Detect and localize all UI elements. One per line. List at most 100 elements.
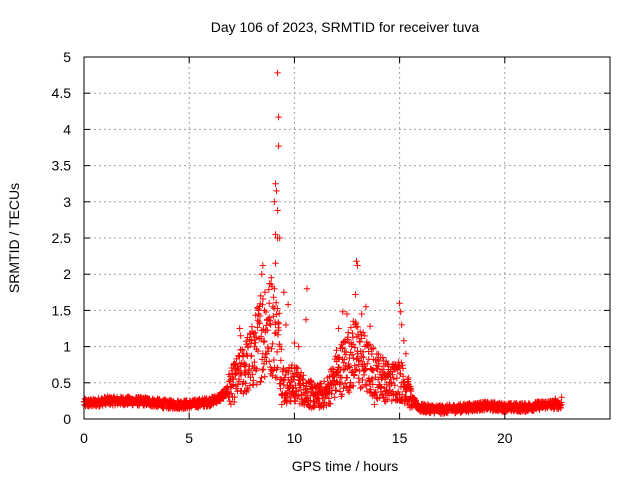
data-point (273, 374, 281, 381)
axis-ticks: 0 0.5 1 1.5 2 2.5 3 3.5 4 4.5 5 0 5 10 15 20 (52, 49, 610, 446)
data-point (269, 372, 276, 379)
data-point (352, 291, 359, 298)
data-point (316, 383, 323, 390)
data-point (264, 327, 271, 334)
data-point (268, 367, 275, 375)
data-point (266, 314, 273, 321)
data-point (401, 378, 408, 386)
data-point (274, 305, 281, 312)
data-point (269, 367, 277, 374)
data-point (400, 337, 407, 344)
data-point (349, 368, 356, 375)
data-point (322, 394, 330, 401)
data-point (282, 321, 290, 329)
data-point (339, 308, 346, 315)
data-point (263, 322, 270, 329)
data-markers (80, 69, 565, 417)
y-tick-label: 3.5 (52, 158, 72, 174)
data-point (345, 329, 352, 336)
data-point (370, 345, 377, 352)
data-point (347, 379, 354, 386)
data-point (361, 332, 368, 340)
data-point (379, 354, 386, 361)
data-point (346, 364, 354, 371)
data-point (552, 395, 559, 402)
grid (84, 57, 610, 419)
data-point (239, 346, 246, 353)
data-point (531, 401, 538, 408)
data-point (292, 382, 299, 389)
data-point (399, 365, 407, 372)
data-point (275, 142, 282, 150)
data-point (274, 364, 281, 371)
data-point (395, 388, 402, 396)
data-point (354, 323, 361, 331)
data-point (388, 397, 395, 405)
data-point (251, 358, 258, 366)
data-point (333, 358, 340, 365)
data-point (335, 354, 342, 362)
data-point (507, 407, 515, 414)
data-point (353, 356, 360, 363)
data-point (289, 370, 296, 377)
data-point (226, 397, 233, 405)
data-point (364, 360, 371, 367)
data-point (249, 328, 256, 335)
data-point (330, 366, 337, 373)
data-point (359, 376, 366, 384)
data-point (262, 308, 270, 316)
data-point (237, 332, 244, 339)
data-point (369, 381, 376, 388)
data-point (345, 363, 353, 370)
data-point (250, 377, 257, 384)
y-tick-label: 4 (63, 121, 71, 137)
data-point (365, 342, 372, 349)
data-point (558, 394, 565, 401)
data-point (260, 366, 267, 373)
data-point (288, 378, 295, 385)
data-point (355, 378, 363, 386)
data-point (383, 357, 390, 365)
data-point (357, 357, 365, 365)
data-point (354, 262, 361, 269)
data-point (367, 376, 375, 384)
data-point (252, 339, 259, 346)
data-point (373, 356, 381, 363)
x-tick-label: 10 (287, 430, 303, 446)
x-axis-label: GPS time / hours (292, 458, 399, 474)
y-tick-label: 2 (63, 266, 71, 282)
data-point (229, 374, 236, 382)
data-point (275, 327, 282, 334)
data-point (268, 274, 275, 281)
data-point (242, 371, 249, 378)
data-point (324, 388, 332, 396)
data-point (251, 343, 258, 350)
data-point (351, 362, 358, 369)
data-point (242, 380, 249, 387)
data-point (270, 294, 277, 301)
data-point (353, 366, 360, 373)
y-tick-label: 5 (63, 49, 71, 65)
data-point (360, 354, 367, 361)
data-point (303, 285, 311, 292)
data-point (277, 357, 285, 364)
data-point (253, 334, 260, 341)
data-point (291, 397, 298, 405)
data-point (472, 406, 479, 413)
data-point (248, 352, 255, 359)
data-point (247, 331, 254, 338)
data-point (391, 382, 398, 389)
data-point (272, 299, 280, 306)
data-point (278, 401, 285, 408)
data-point (358, 310, 365, 318)
data-point (300, 372, 307, 379)
data-point (375, 357, 382, 365)
data-point (242, 338, 250, 345)
data-point (366, 323, 374, 330)
data-point (398, 321, 405, 329)
data-point (291, 373, 298, 380)
data-point (386, 387, 394, 394)
data-point (378, 385, 385, 392)
x-tick-label: 5 (185, 430, 193, 446)
